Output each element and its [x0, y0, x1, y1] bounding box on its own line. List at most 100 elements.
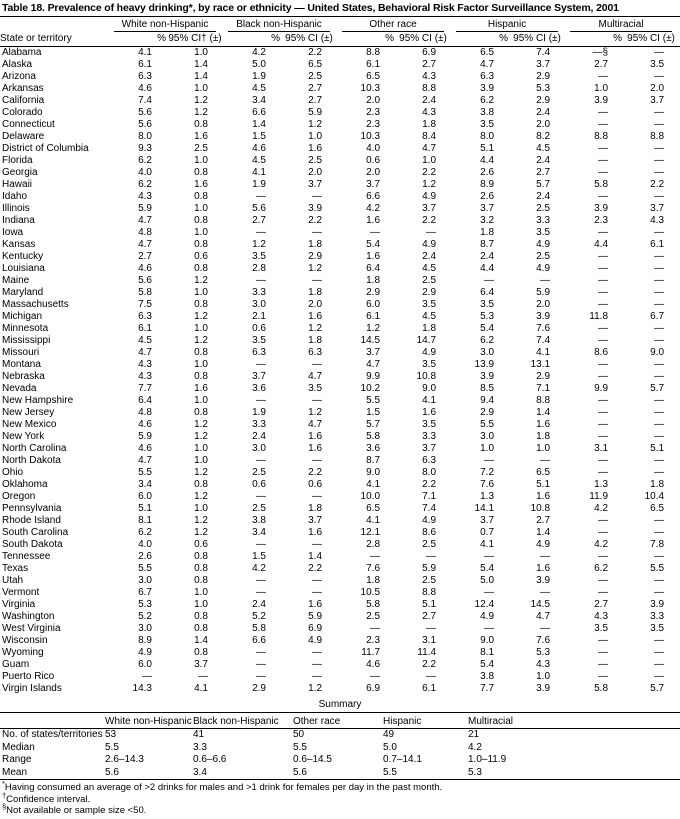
value-cell: 5.4	[480, 659, 495, 670]
value-cell: —	[598, 455, 609, 466]
state-cell: Wisconsin	[2, 635, 48, 646]
state-cell: Puerto Rico	[2, 671, 55, 682]
state-cell: Montana	[2, 359, 41, 370]
value-cell: 1.2	[366, 323, 381, 334]
value-cell: 5.4	[480, 563, 495, 574]
value-cell: 3.7	[422, 203, 437, 214]
value-cell: 2.3	[366, 107, 381, 118]
state-cell: Utah	[2, 575, 24, 586]
value-cell: 4.4	[594, 239, 609, 250]
value-cell: 0.8	[194, 299, 208, 310]
value-cell: 4.3	[138, 371, 152, 382]
value-cell: 3.5	[536, 227, 551, 238]
value-cell: 1.0	[194, 587, 208, 598]
summary-table: White non-Hispanic Black non-Hispanic Ot…	[0, 713, 680, 780]
value-cell: 4.9	[138, 647, 152, 658]
value-cell: —	[142, 671, 152, 682]
value-cell: —	[312, 491, 323, 502]
value-cell: 1.2	[194, 335, 208, 346]
value-cell: 2.2	[308, 215, 323, 226]
value-cell: 1.6	[536, 419, 551, 430]
value-cell: 6.4	[480, 287, 495, 298]
value-cell: 5.9	[308, 611, 323, 622]
value-cell: 2.5	[536, 203, 551, 214]
value-cell: 1.8	[422, 323, 437, 334]
value-cell: 5.3	[536, 647, 551, 658]
value-cell: —	[598, 575, 609, 586]
value-cell: 8.9	[480, 179, 495, 190]
value-cell: —	[654, 263, 665, 274]
value-cell: —	[598, 227, 609, 238]
value-cell: —	[312, 359, 323, 370]
value-cell: 12.1	[360, 527, 381, 538]
value-cell: —	[654, 587, 665, 598]
footnote: *Having consumed an average of >2 drinks…	[2, 780, 680, 794]
value-cell: 6.1	[366, 311, 381, 322]
value-cell: 5.5	[366, 395, 381, 406]
value-cell: 6.9	[366, 683, 381, 694]
table-row: Connecticut 5.6 0.8 1.4 1.2 2.3 1.8 3.5 2.0 — —	[0, 119, 680, 131]
value-cell: 5.7	[650, 383, 665, 394]
value-cell: 2.2	[422, 215, 437, 226]
value-cell: —	[598, 359, 609, 370]
value-cell: 3.8	[480, 107, 495, 118]
value-cell: —	[598, 143, 609, 154]
value-cell: 10.8	[530, 503, 551, 514]
value-cell: 5.0	[252, 59, 266, 70]
value-cell: 8.6	[422, 527, 437, 538]
table-row: Delaware 8.0 1.6 1.5 1.0 10.3 8.4 8.0 8.2 8.8 8.8	[0, 131, 680, 143]
value-cell: 5.9	[536, 287, 551, 298]
table-row: Arizona 6.3 1.4 1.9 2.5 6.5 4.3 6.3 2.9 — —	[0, 71, 680, 83]
state-cell: North Dakota	[2, 455, 61, 466]
value-cell: 3.7	[308, 515, 323, 526]
value-cell: —	[598, 419, 609, 430]
value-cell: 5.8	[594, 179, 609, 190]
value-cell: 0.8	[194, 263, 208, 274]
table-row: Arkansas 4.6 1.0 4.5 2.7 10.3 8.8 3.9 5.3 1.0 2.0	[0, 83, 680, 95]
group-header-row: White non-Hispanic Black non-Hispanic Ot…	[0, 17, 680, 32]
value-cell: 4.6	[138, 83, 152, 94]
value-cell: 6.1	[138, 59, 152, 70]
state-cell: Arkansas	[2, 83, 44, 94]
summary-section-title: Summary	[0, 695, 680, 713]
value-cell: —	[598, 371, 609, 382]
value-cell: 4.5	[422, 263, 437, 274]
value-cell: 3.9	[536, 683, 551, 694]
value-cell: —	[598, 515, 609, 526]
value-cell: 5.2	[252, 611, 266, 622]
value-cell: 6.2	[138, 179, 152, 190]
value-cell: 11.9	[589, 491, 609, 502]
table-row: Tennessee 2.6 0.8 1.5 1.4 — — — — — —	[0, 551, 680, 563]
table-row: New York 5.9 1.2 2.4 1.6 5.8 3.3 3.0 1.8 — —	[0, 431, 680, 443]
value-cell: 3.9	[308, 203, 323, 214]
value-cell: 2.5	[252, 467, 266, 478]
value-cell: 9.0	[422, 383, 437, 394]
state-cell: New Hampshire	[2, 395, 74, 406]
value-cell: 1.2	[194, 515, 208, 526]
value-cell: —	[256, 491, 266, 502]
state-cell: South Dakota	[2, 539, 63, 550]
value-cell: 3.0	[138, 575, 152, 586]
value-cell: —	[484, 455, 495, 466]
value-cell: 14.7	[416, 335, 437, 346]
value-cell: 3.4	[252, 95, 266, 106]
value-cell: 3.5	[480, 119, 495, 130]
value-cell: 1.2	[194, 491, 208, 502]
value-cell: 3.5	[252, 251, 266, 262]
table-row: Idaho 4.3 0.8 — — 6.6 4.9 2.6 2.4 — —	[0, 191, 680, 203]
value-cell: 4.1	[138, 47, 152, 58]
state-cell: Virginia	[2, 599, 36, 610]
value-cell: 2.9	[536, 71, 551, 82]
value-cell: —	[598, 551, 609, 562]
value-cell: 3.9	[594, 95, 609, 106]
value-cell: 3.4	[252, 527, 266, 538]
value-cell: 6.7	[650, 311, 665, 322]
value-cell: 1.4	[536, 407, 551, 418]
value-cell: —	[654, 143, 665, 154]
value-cell: 4.6	[366, 659, 381, 670]
summary-value-cell: 5.6	[293, 766, 307, 778]
table-title: Table 18. Prevalence of heavy drinking*,…	[0, 0, 680, 17]
state-cell: Hawaii	[2, 179, 33, 190]
state-cell: Nebraska	[2, 371, 45, 382]
value-cell: 4.4	[480, 263, 495, 274]
